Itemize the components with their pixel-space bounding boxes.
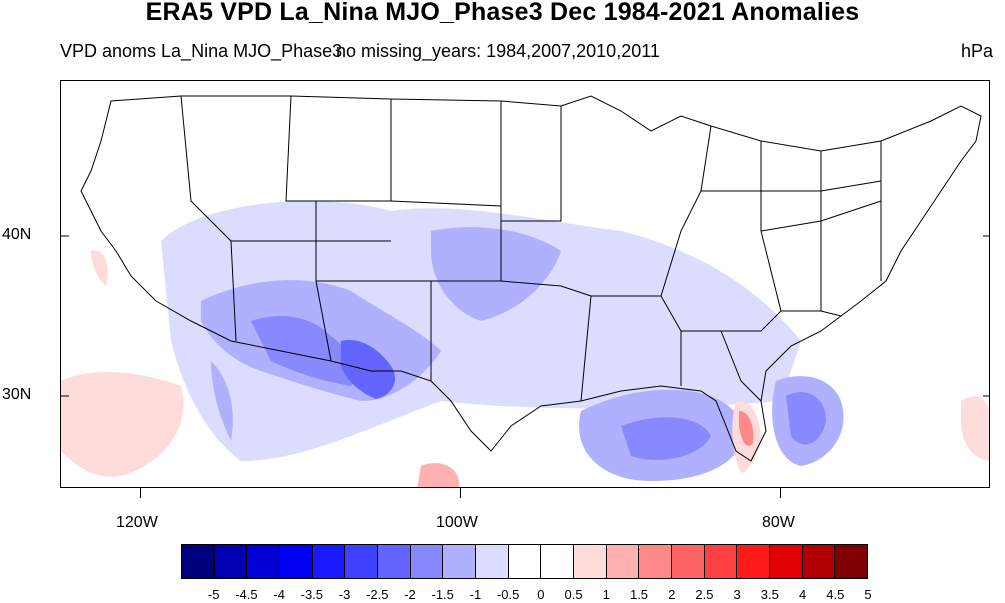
lon-label-80w: 80W [762,514,795,531]
colorbar-box [574,545,607,578]
colorbar-box [214,545,248,578]
colorbar-label: 5 [864,587,872,602]
colorbar-box [704,545,738,578]
map-panel [60,80,990,488]
colorbar-label: -4.5 [235,587,258,602]
colorbar-label: -2 [404,587,416,602]
colorbar-box [672,545,705,578]
colorbar-label: 0 [537,587,545,602]
colorbar-box [378,545,411,578]
colorbar-label: 3 [733,587,741,602]
colorbar-box [737,545,771,578]
lon-label-100w: 100W [436,514,478,531]
colorbar-box [410,545,444,578]
subtitle-left: VPD anoms La_Nina MJO_Phase3 [60,41,343,61]
colorbar-box [476,545,509,578]
colorbar-label: -0.5 [496,587,520,602]
colorbar-box [508,545,542,578]
colorbar-label: 2.5 [695,587,714,602]
colorbar [181,544,868,579]
map-boundaries [80,95,982,462]
colorbar-label: 4.5 [826,587,845,602]
colorbar-label: -4 [273,587,285,602]
colorbar-box [802,545,836,578]
colorbar-label: 1.5 [629,587,649,602]
colorbar-label: -3 [338,587,351,602]
units-label: hPa [960,41,993,61]
colorbar-box [606,545,640,578]
colorbar-label: -1 [469,587,482,602]
lon-label-120w: 120W [116,514,158,531]
graticule-ticks [61,235,989,397]
colorbar-box [182,545,215,578]
colorbar-box [443,545,477,578]
colorbar-box [345,545,379,578]
anomaly-map [61,95,989,487]
colorbar-box [770,545,803,578]
colorbar-box [541,545,575,578]
colorbar-box [835,545,868,578]
colorbar-label: 2 [668,587,676,602]
colorbar-box [312,545,346,578]
colorbar-label: -3.5 [300,587,324,602]
colorbar-box [639,545,673,578]
colorbar-label: 0.5 [564,587,583,602]
chart-title: ERA5 VPD La_Nina MJO_Phase3 Dec 1984-202… [145,0,860,26]
colorbar-label: 3.5 [760,587,779,602]
colorbar-label: 4 [798,587,807,602]
lon-tick-120w [140,488,141,498]
colorbar-label: -1.5 [431,587,454,602]
lon-tick-100w [460,488,461,498]
colorbar-label: 1 [602,587,610,602]
lon-tick-80w [780,488,781,498]
colorbar-label: -5 [207,587,220,602]
subtitle-mid: no missing_years: 1984,2007,2010,2011 [336,41,660,61]
colorbar-box [247,545,281,578]
anomaly-shading [61,201,989,487]
colorbar-label: -2.5 [366,587,389,602]
lat-label-30n: 30N [2,386,32,403]
colorbar-box [280,545,313,578]
lat-label-40n: 40N [2,226,32,243]
